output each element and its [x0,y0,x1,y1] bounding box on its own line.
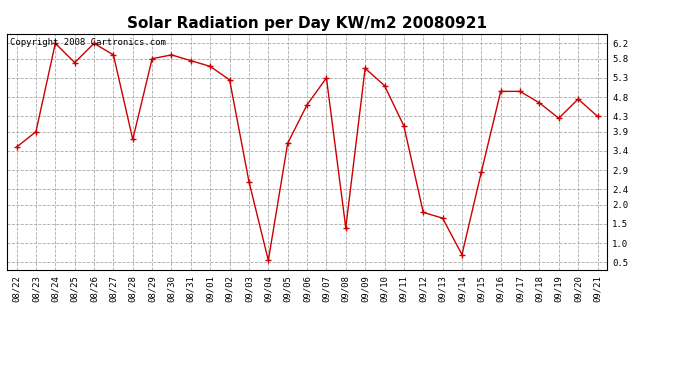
Title: Solar Radiation per Day KW/m2 20080921: Solar Radiation per Day KW/m2 20080921 [127,16,487,31]
Text: Copyright 2008 Cartronics.com: Copyright 2008 Cartronics.com [10,39,166,48]
